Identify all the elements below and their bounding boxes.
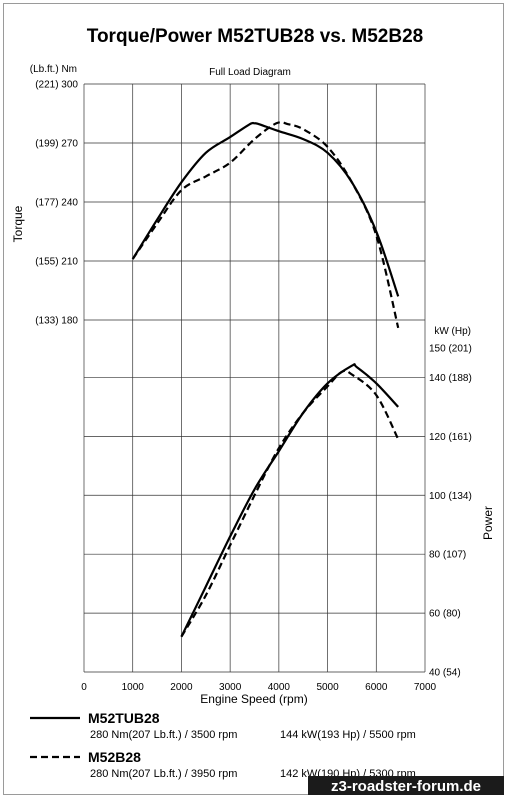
grid xyxy=(83,83,426,673)
power-tick-label: 140 (188) xyxy=(429,373,472,384)
watermark-box xyxy=(308,776,504,795)
legend-name-m52b28: M52B28 xyxy=(88,749,141,765)
x-tick-label: 2000 xyxy=(170,682,193,693)
torque-tick-label: (155) 210 xyxy=(35,257,78,268)
torque-tick-label: (133) 180 xyxy=(35,316,78,327)
legend-torque-spec-m52tub28: 280 Nm(207 Lb.ft.) / 3500 rpm xyxy=(90,729,237,741)
torque-line-m52tub28 xyxy=(131,121,400,297)
chart-title: Torque/Power M52TUB28 vs. M52B28 xyxy=(87,26,423,47)
legend-power-spec-m52tub28: 144 kW(193 Hp) / 5500 rpm xyxy=(280,729,416,741)
figure-frame xyxy=(3,3,504,795)
legend-name-m52tub28: M52TUB28 xyxy=(88,710,160,726)
x-tick-label: 7000 xyxy=(414,682,437,693)
x-tick-label: 6000 xyxy=(365,682,388,693)
x-tick-label: 5000 xyxy=(316,682,339,693)
torque-axis-title: Torque xyxy=(11,205,25,242)
watermark-text: z3-roadster-forum.de xyxy=(331,778,481,795)
x-tick-label: 3000 xyxy=(219,682,242,693)
x-axis-title: Engine Speed (rpm) xyxy=(200,692,307,706)
legend-torque-spec-m52b28: 280 Nm(207 Lb.ft.) / 3950 rpm xyxy=(90,768,237,780)
power-tick-label: 60 (80) xyxy=(429,609,461,620)
chart-subtitle: Full Load Diagram xyxy=(209,67,291,78)
tick-labels: 0 1000 2000 3000 4000 5000 6000 7000 (221) 300 (1… xyxy=(35,80,472,694)
power-tick-label: 150 (201) xyxy=(429,344,472,355)
power-axis-title: Power xyxy=(481,506,495,540)
power-unit-label: kW (Hp) xyxy=(434,326,471,337)
torque-tick-label: (221) 300 xyxy=(35,80,78,91)
power-tick-label: 80 (107) xyxy=(429,550,466,561)
x-tick-label: 4000 xyxy=(268,682,291,693)
torque-line-m52b28 xyxy=(131,121,400,329)
x-tick-label: 0 xyxy=(81,682,87,693)
torque-tick-label: (177) 240 xyxy=(35,198,78,209)
power-line-m52tub28 xyxy=(180,363,400,638)
torque-unit-label: (Lb.ft.) Nm xyxy=(30,64,77,75)
power-tick-label: 100 (134) xyxy=(429,491,472,502)
x-tick-label: 1000 xyxy=(122,682,145,693)
series-lines xyxy=(131,121,400,638)
power-tick-label: 120 (161) xyxy=(429,432,472,443)
power-line-m52b28 xyxy=(180,369,400,638)
torque-tick-label: (199) 270 xyxy=(35,139,78,150)
power-tick-label: 40 (54) xyxy=(429,668,461,679)
